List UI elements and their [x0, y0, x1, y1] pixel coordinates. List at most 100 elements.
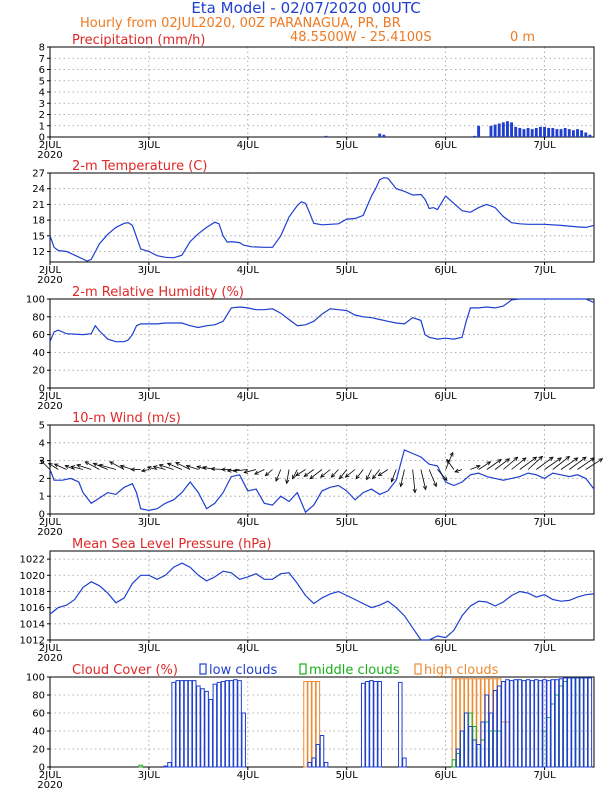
low-cloud-bar	[501, 681, 506, 768]
precip-bar	[559, 129, 563, 137]
middle-cloud-bar	[451, 759, 457, 768]
wind-vector-shaft	[420, 469, 427, 490]
wind-vector-shaft	[295, 469, 306, 476]
wind-vector-head	[158, 463, 164, 468]
y-tick-label: 5	[39, 421, 45, 432]
legend-high-clouds-label: high clouds	[424, 663, 499, 678]
low-cloud-bar	[204, 690, 209, 768]
panel-title: Mean Sea Level Pressure (hPa)	[72, 537, 272, 552]
wind-vector-head	[185, 464, 191, 469]
wind-vector	[64, 464, 75, 470]
wind-vector-head	[475, 464, 481, 469]
low-cloud-bar	[224, 680, 230, 768]
wind-vector-shaft	[233, 469, 248, 472]
wind-vector-shaft	[76, 464, 92, 470]
x-tick-label: 7JUL	[533, 391, 556, 402]
low-cloud-bar	[398, 681, 403, 768]
precip-bar	[378, 133, 382, 137]
wind-vector-head	[243, 469, 249, 474]
high-cloud-bar	[505, 721, 510, 768]
wind-vector-shaft	[446, 459, 455, 470]
x-tick-label: 2JUL	[39, 391, 62, 402]
wind-vector-shaft	[309, 469, 323, 480]
low-cloud-bar	[534, 679, 539, 768]
wind-vector-head	[486, 461, 492, 466]
wind-vector	[519, 456, 538, 470]
wind-vector	[84, 461, 100, 470]
wind-vector-head	[449, 451, 454, 457]
x-tick-label: 3JUL	[138, 265, 161, 276]
wind-vector-head	[152, 465, 158, 470]
precip-bar	[576, 129, 579, 137]
wind-vector-shaft	[569, 456, 587, 470]
precip-bar	[530, 129, 534, 137]
low-cloud-bar	[542, 679, 547, 768]
y-tick-label: 8	[39, 43, 45, 54]
low-cloud-bar	[167, 762, 172, 768]
wind-vector	[185, 464, 199, 470]
wind-vector-head	[92, 462, 98, 467]
wind-vector-shaft	[186, 465, 199, 470]
low-cloud-bar	[509, 680, 514, 768]
low-cloud-bar	[571, 677, 576, 768]
low-cloud-bar	[191, 680, 197, 768]
figure-title: Eta Model - 02/07/2020 00UTC	[191, 0, 420, 17]
y-tick-label: 6	[39, 65, 45, 76]
precip-bar	[324, 135, 328, 137]
low-cloud-bar	[546, 680, 551, 768]
x-tick-label: 2JUL	[39, 770, 62, 781]
wind-vector-shaft	[153, 466, 166, 470]
low-cloud-bar	[196, 685, 201, 768]
wind-vector-shaft	[70, 466, 84, 470]
high-cloud-bar	[476, 678, 481, 768]
low-cloud-bar	[480, 721, 485, 768]
y-tick-label: 100	[26, 295, 45, 306]
wind-vector-head	[422, 485, 427, 491]
panel-rh: 0 20 40 60 80 100 2JUL 3JUL 4JUL 5JUL 6JUL 7JUL 2020…	[26, 285, 595, 412]
wind-vector-shaft	[339, 469, 348, 479]
low-cloud-bar	[525, 679, 531, 768]
wind-vector-shaft	[254, 469, 265, 475]
middle-cloud-bar	[575, 677, 580, 768]
wind-vector	[339, 469, 348, 480]
y-tick-label: 1020	[20, 571, 45, 582]
wind-vector-head	[371, 474, 377, 480]
wind-vector	[119, 464, 133, 470]
high-cloud-bar	[451, 678, 457, 768]
wind-vector-shaft	[99, 464, 117, 470]
x-tick-label: 2JUL	[39, 140, 62, 151]
wind-vector	[309, 469, 323, 480]
middle-cloud-bar	[468, 712, 473, 768]
precip-bar	[551, 128, 555, 137]
low-cloud-bar	[455, 748, 461, 768]
x-tick-label: 7JUL	[533, 643, 556, 654]
wind-vector-shaft	[519, 456, 537, 470]
wind-vector-shaft	[511, 457, 527, 470]
precip-bar	[489, 125, 493, 137]
low-cloud-bar	[237, 680, 242, 768]
panel-title: 10-m Wind (m/s)	[72, 411, 181, 426]
x-tick-label: 5JUL	[336, 643, 359, 654]
wind-vector-shaft	[400, 469, 405, 487]
x-tick-label: 5JUL	[336, 391, 359, 402]
high-cloud-bar	[315, 681, 321, 768]
high-cloud-bar	[484, 678, 490, 768]
wind-vector-shaft	[54, 463, 67, 470]
location-coordinates: 48.5500W - 25.4100S	[290, 30, 432, 45]
x-tick-label: 6JUL	[435, 517, 458, 528]
wind-vector	[399, 469, 405, 488]
precip-bar	[571, 130, 575, 137]
high-cloud-bar	[303, 681, 308, 768]
wind-vector	[585, 458, 604, 470]
wind-vector-shaft	[304, 469, 314, 477]
low-cloud-bar	[200, 688, 205, 768]
y-tick-label: 60	[32, 709, 45, 720]
wind-vector	[303, 469, 314, 477]
wind-vector-head	[581, 456, 587, 461]
rh-line	[49, 298, 595, 343]
wind-vector	[428, 469, 437, 488]
low-cloud-bar	[587, 677, 593, 768]
wind-vector-shaft	[244, 469, 257, 473]
x-tick-label: 4JUL	[237, 770, 260, 781]
y-tick-label: 24	[32, 184, 45, 195]
